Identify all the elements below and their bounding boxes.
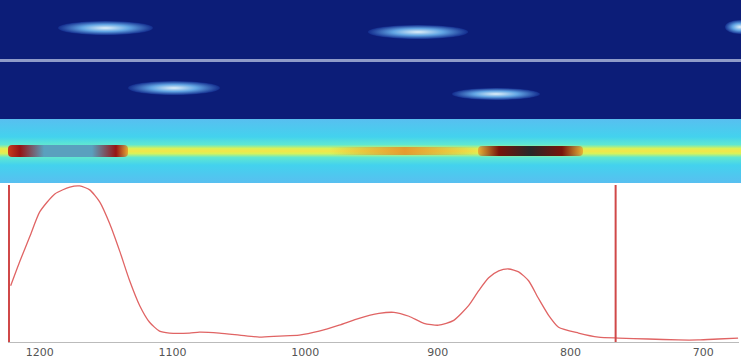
svg-text:700: 700: [693, 346, 714, 359]
svg-text:1100: 1100: [159, 346, 187, 359]
svg-text:1200: 1200: [26, 346, 54, 359]
svg-text:1000: 1000: [291, 346, 319, 359]
svg-text:900: 900: [427, 346, 448, 359]
svg-text:800: 800: [560, 346, 581, 359]
